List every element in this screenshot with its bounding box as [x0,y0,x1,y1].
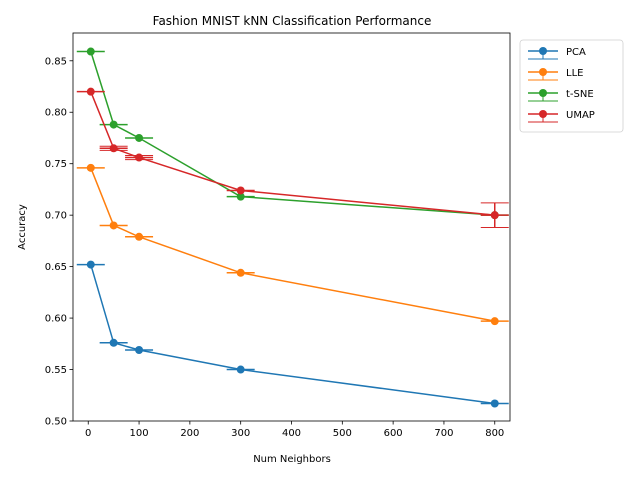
data-point [236,268,245,277]
legend-label: t-SNE [566,89,594,100]
legend-item-pca[interactable]: PCA [528,47,586,60]
x-axis: 0 100 200 300 400 500 600 700 800 [85,421,504,439]
data-point [490,317,499,326]
y-tick-label: 0.80 [45,108,67,119]
y-tick-label: 0.70 [45,211,67,222]
legend-item-umap[interactable]: UMAP [528,110,595,123]
legend-label: UMAP [566,110,595,121]
legend[interactable]: PCA LLE t-SNE UMAP [519,39,624,133]
legend-marker [539,110,547,118]
data-point [236,192,245,201]
legend-marker [539,68,547,76]
series-umap [76,87,509,229]
data-point [135,133,144,142]
x-tick-label: 400 [282,428,301,439]
data-point [109,120,118,129]
y-tick-label: 0.85 [45,56,67,67]
x-tick-label: 500 [333,428,352,439]
data-point [86,163,95,172]
legend-marker [539,47,547,55]
legend-marker [539,89,547,97]
legend-box [519,39,624,133]
plot-area [76,47,509,408]
data-point [135,232,144,241]
data-point [135,153,144,162]
y-tick-label: 0.60 [45,314,67,325]
x-tick-label: 700 [434,428,453,439]
x-tick-label: 600 [384,428,403,439]
data-point [109,221,118,230]
data-point [236,186,245,195]
data-point [86,260,95,269]
x-tick-label: 200 [180,428,199,439]
data-point [86,87,95,96]
data-point [490,211,499,220]
x-tick-label: 300 [231,428,250,439]
y-tick-label: 0.75 [45,159,67,170]
data-point [490,399,499,408]
chart-title: Fashion MNIST kNN Classification Perform… [153,14,432,28]
legend-item-t-sne[interactable]: t-SNE [528,89,594,102]
x-tick-label: 0 [85,428,91,439]
data-point [236,365,245,374]
data-point [86,47,95,56]
y-tick-label: 0.50 [45,417,67,428]
x-tick-label: 800 [485,428,504,439]
legend-label: LLE [566,68,583,79]
legend-item-lle[interactable]: LLE [528,68,583,81]
x-axis-label: Num Neighbors [253,454,331,465]
y-axis-label: Accuracy [17,204,28,250]
data-point [109,144,118,153]
series-pca [76,260,509,408]
y-tick-label: 0.55 [45,365,67,376]
data-point [109,338,118,347]
legend-label: PCA [566,47,586,58]
data-point [135,345,144,354]
series-lle [76,163,509,326]
y-tick-label: 0.65 [45,262,67,273]
y-axis: 0.50 0.55 0.60 0.65 0.70 0.75 0.80 0.85 [45,56,73,428]
x-tick-label: 100 [130,428,149,439]
